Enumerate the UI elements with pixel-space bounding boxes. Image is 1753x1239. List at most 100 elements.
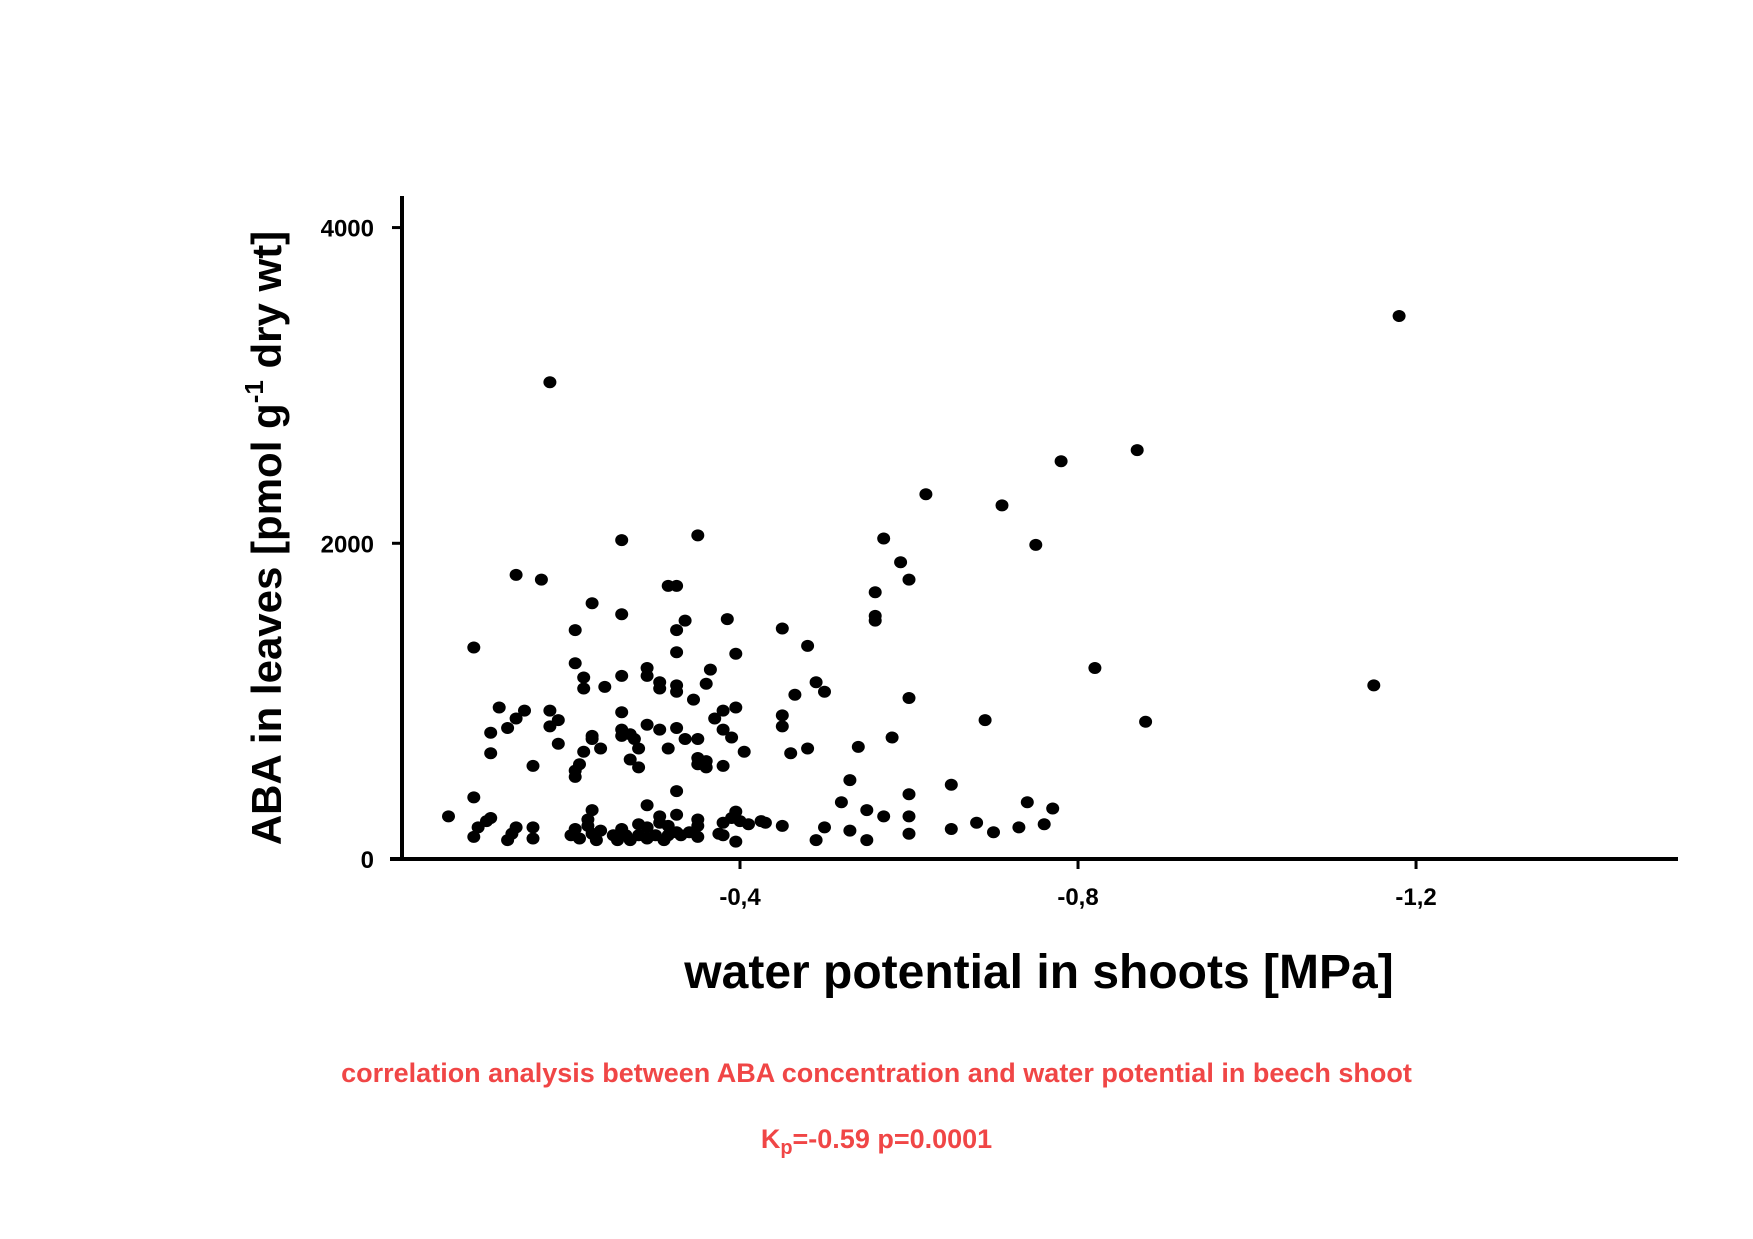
data-point	[501, 722, 515, 734]
data-point	[509, 568, 523, 581]
data-point	[902, 788, 916, 801]
data-point	[670, 722, 684, 734]
data-point	[1088, 662, 1102, 674]
y-axis-title: ABA in leaves [pmol g-1 dry wt]	[239, 231, 290, 845]
y-axis-title-main: ABA in leaves [pmol g	[243, 403, 290, 845]
stat-k-symbol: K	[760, 1124, 781, 1154]
data-point	[775, 709, 789, 722]
data-point	[568, 823, 582, 835]
data-point	[1020, 796, 1034, 809]
data-point	[687, 693, 700, 706]
data-point	[467, 641, 481, 654]
data-point	[868, 586, 882, 599]
data-point	[678, 614, 692, 627]
data-point	[543, 376, 557, 389]
data-point	[568, 624, 582, 637]
data-point	[818, 685, 831, 698]
data-point	[615, 706, 629, 719]
y-axis-title-superscript: -1	[239, 380, 269, 403]
data-point	[902, 692, 916, 704]
data-point	[543, 704, 557, 717]
data-point	[670, 685, 684, 698]
ticks: -0,4 -0,8 -1,2 0 2000 4000	[321, 216, 1437, 911]
data-point	[708, 712, 722, 725]
data-point	[703, 663, 717, 676]
data-point	[615, 534, 629, 547]
data-point	[632, 761, 646, 774]
data-point	[585, 804, 599, 817]
data-point	[526, 832, 540, 845]
data-point	[809, 834, 823, 847]
data-point	[944, 778, 958, 791]
data-point	[670, 785, 684, 798]
stat-k-subscript: p	[780, 1137, 793, 1159]
data-point	[526, 821, 540, 834]
data-point	[526, 759, 540, 772]
data-point	[691, 830, 705, 843]
data-point	[902, 827, 916, 840]
data-point	[467, 791, 481, 804]
data-point	[1054, 455, 1068, 468]
data-point	[670, 646, 684, 659]
data-point	[640, 821, 654, 834]
data-point	[598, 680, 612, 693]
data-point	[894, 556, 908, 569]
data-point	[653, 682, 667, 695]
data-point	[640, 799, 654, 812]
data-point	[987, 826, 1000, 839]
data-point	[691, 733, 705, 745]
y-tick-label: 4000	[321, 216, 374, 243]
data-point	[1037, 818, 1051, 831]
data-points	[442, 310, 1406, 848]
data-point	[784, 747, 798, 760]
data-point	[729, 647, 743, 660]
data-point	[594, 742, 608, 755]
data-point	[843, 824, 857, 837]
data-point	[902, 810, 916, 823]
data-point	[492, 701, 506, 714]
data-point	[1012, 821, 1026, 834]
data-point	[670, 579, 684, 592]
data-point	[573, 832, 586, 845]
data-point	[594, 824, 608, 837]
data-point	[640, 718, 654, 731]
data-point	[573, 758, 586, 771]
data-point	[568, 770, 582, 783]
chart-caption: correlation analysis between ABA concent…	[341, 1058, 1412, 1088]
data-point	[632, 742, 646, 755]
data-point	[577, 671, 591, 684]
data-point	[801, 742, 815, 755]
data-point	[1130, 444, 1144, 457]
data-point	[1139, 715, 1153, 728]
data-point	[653, 723, 667, 736]
data-point	[742, 818, 755, 831]
data-point	[834, 796, 848, 809]
data-point	[725, 731, 739, 744]
data-point	[716, 723, 730, 736]
data-point	[467, 830, 481, 843]
data-point	[729, 701, 743, 714]
data-point	[902, 573, 916, 586]
data-point	[442, 810, 455, 823]
x-tick-label: -1,2	[1395, 884, 1436, 911]
y-axis-title-end: dry wt]	[243, 231, 290, 380]
data-point	[716, 829, 730, 842]
data-point	[860, 834, 874, 847]
data-point	[851, 740, 865, 753]
data-point	[716, 704, 730, 717]
data-point	[1392, 310, 1406, 322]
data-point	[699, 761, 713, 774]
y-tick-label: 2000	[321, 531, 374, 558]
data-point	[843, 774, 857, 787]
data-point	[788, 688, 802, 701]
stat-values: =-0.59 p=0.0001	[792, 1124, 993, 1154]
data-point	[509, 821, 523, 834]
data-point	[484, 747, 498, 760]
data-point	[661, 742, 675, 755]
data-point	[484, 726, 498, 739]
data-point	[518, 704, 531, 717]
data-point	[970, 816, 984, 829]
data-point	[615, 608, 629, 621]
data-point	[877, 810, 891, 823]
